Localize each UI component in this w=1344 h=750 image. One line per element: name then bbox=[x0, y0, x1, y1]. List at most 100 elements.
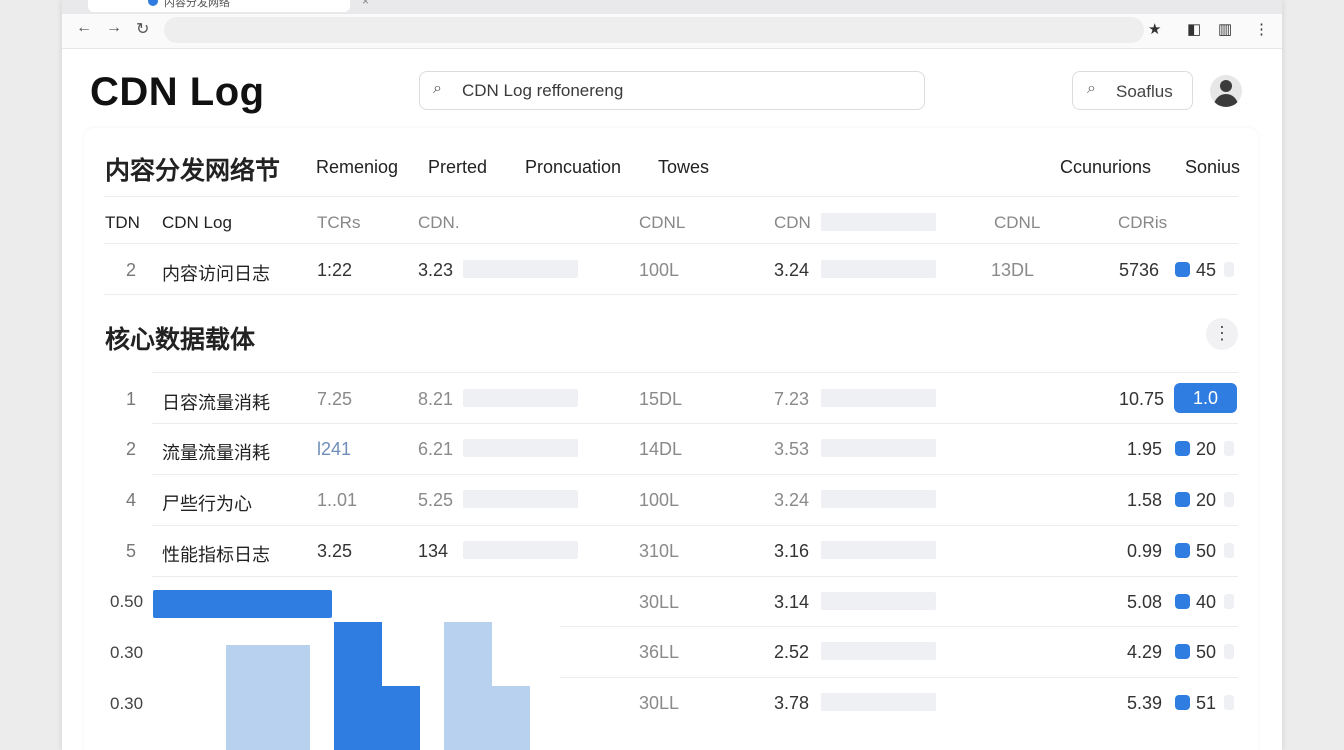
menu-icon[interactable]: ⋮ bbox=[1254, 21, 1269, 38]
chart-bar[interactable] bbox=[153, 590, 332, 618]
avatar-head bbox=[1220, 80, 1232, 92]
row-label[interactable]: 内容访问日志 bbox=[162, 264, 270, 284]
chart-bar[interactable] bbox=[444, 622, 492, 750]
table-cell: 5736 bbox=[1119, 260, 1160, 280]
value-bar bbox=[821, 592, 936, 610]
address-bar[interactable] bbox=[164, 17, 1144, 43]
table-cell: 310L bbox=[639, 541, 680, 561]
table-cell: 50 bbox=[1196, 642, 1217, 662]
table-cell: 2.52 bbox=[774, 642, 810, 662]
table-cell: 40 bbox=[1196, 592, 1217, 612]
column-header[interactable]: CDNL bbox=[639, 213, 686, 232]
column-header[interactable]: CDNL bbox=[994, 213, 1041, 232]
status-dot bbox=[1175, 644, 1190, 659]
table-cell: 36LL bbox=[639, 642, 680, 662]
table-cell: 50 bbox=[1196, 541, 1217, 561]
value-bar bbox=[821, 693, 936, 711]
status-dot bbox=[1175, 594, 1190, 609]
table-cell: 10.75 bbox=[1119, 389, 1165, 409]
secondary-search[interactable]: ⌕ Soaflus bbox=[1072, 71, 1193, 110]
table-cell: 45 bbox=[1196, 260, 1217, 280]
reader-icon[interactable]: ◧ bbox=[1187, 21, 1202, 38]
search-icon: ⌕ bbox=[433, 80, 442, 97]
section-title: 核心数据载体 bbox=[105, 326, 256, 354]
more-icon[interactable]: ⋮ bbox=[1206, 318, 1238, 350]
table-cell: 3.23 bbox=[418, 260, 454, 280]
value-bar bbox=[821, 642, 936, 660]
table-cell: 1.58 bbox=[1127, 490, 1163, 510]
status-bar bbox=[1224, 262, 1234, 277]
column-header[interactable]: CDRis bbox=[1118, 213, 1168, 232]
chart-bar[interactable] bbox=[226, 645, 310, 750]
menu-item[interactable]: Ccunurions bbox=[1060, 157, 1152, 177]
divider bbox=[560, 677, 1238, 678]
avatar-body bbox=[1214, 94, 1238, 107]
table-cell: 3.14 bbox=[774, 592, 810, 612]
value-bar bbox=[821, 389, 936, 407]
menu-item[interactable]: Remeniog bbox=[316, 157, 399, 177]
secondary-search-text: Soaflus bbox=[1116, 82, 1173, 101]
status-dot bbox=[1175, 543, 1190, 558]
table-cell: 15DL bbox=[639, 389, 683, 409]
table-cell: 51 bbox=[1196, 693, 1217, 713]
app-title: CDN Log bbox=[90, 70, 265, 114]
table-cell: 30LL bbox=[639, 592, 680, 612]
browser-window: 内容分发网络 × ← → ↻ ★ ◧ ▥ ⋮ CDN Log ⌕ ⌕ Soafl… bbox=[62, 0, 1282, 750]
value-bar bbox=[463, 541, 578, 559]
favicon-icon bbox=[148, 0, 158, 6]
table-cell: 7.23 bbox=[774, 389, 810, 409]
table-cell: 3.78 bbox=[774, 693, 810, 713]
value-pill[interactable]: 1.0 bbox=[1174, 383, 1237, 413]
row-label[interactable]: 尸些行为心 bbox=[162, 494, 252, 514]
table-cell: 3.24 bbox=[774, 260, 810, 280]
status-dot bbox=[1175, 695, 1190, 710]
value-bar bbox=[463, 389, 578, 407]
y-tick-label: 0.30 bbox=[110, 643, 144, 662]
row-rank: 2 bbox=[126, 439, 137, 459]
status-bar bbox=[1224, 492, 1234, 507]
y-tick-label: 0.30 bbox=[110, 694, 144, 713]
row-label[interactable]: 性能指标日志 bbox=[162, 545, 270, 565]
column-header[interactable]: TDN bbox=[105, 213, 140, 232]
menu-item[interactable]: Prerted bbox=[428, 157, 488, 177]
table-cell: 5.08 bbox=[1127, 592, 1163, 612]
table-cell: 3.25 bbox=[317, 541, 353, 561]
tab-close-icon[interactable]: × bbox=[362, 0, 370, 8]
table-cell: 14DL bbox=[639, 439, 683, 459]
divider bbox=[152, 372, 1238, 373]
search-box[interactable]: ⌕ bbox=[419, 71, 925, 110]
column-header[interactable]: CDN Log bbox=[162, 213, 232, 232]
divider bbox=[152, 423, 1238, 424]
chart-bar[interactable] bbox=[492, 686, 530, 750]
status-bar bbox=[1224, 695, 1234, 710]
table-cell: 134 bbox=[418, 541, 449, 561]
search-icon: ⌕ bbox=[1087, 80, 1096, 97]
table-cell: 1:22 bbox=[317, 260, 353, 280]
status-bar bbox=[1224, 543, 1234, 558]
status-bar bbox=[1224, 644, 1234, 659]
back-arrow-icon[interactable]: ← bbox=[76, 19, 92, 36]
column-header[interactable]: CDN bbox=[774, 213, 811, 232]
search-input[interactable] bbox=[460, 80, 904, 102]
menu-item[interactable]: Sonius bbox=[1185, 157, 1241, 177]
chart-bar[interactable] bbox=[382, 686, 420, 750]
menu-item[interactable]: Proncuation bbox=[525, 157, 622, 177]
forward-arrow-icon[interactable]: → bbox=[106, 19, 122, 36]
column-header[interactable]: CDN. bbox=[418, 213, 460, 232]
row-label[interactable]: 日容流量消耗 bbox=[162, 393, 270, 413]
row-label[interactable]: 流量流量消耗 bbox=[162, 443, 270, 463]
menu-item[interactable]: Towes bbox=[658, 157, 710, 177]
browser-tab[interactable]: 内容分发网络 bbox=[88, 0, 350, 12]
avatar[interactable] bbox=[1210, 75, 1242, 107]
table-cell: 100L bbox=[639, 490, 680, 510]
column-header[interactable]: TCRs bbox=[317, 213, 361, 232]
sidebar-icon[interactable]: ▥ bbox=[1218, 21, 1233, 38]
value-bar bbox=[463, 490, 578, 508]
star-icon[interactable]: ★ bbox=[1148, 21, 1162, 38]
value-bar bbox=[821, 541, 936, 559]
table-cell: 20 bbox=[1196, 439, 1217, 459]
chart-bar[interactable] bbox=[334, 622, 382, 750]
reload-icon[interactable]: ↻ bbox=[136, 21, 150, 38]
table-cell: 3.16 bbox=[774, 541, 810, 561]
row-rank: 5 bbox=[126, 541, 137, 561]
